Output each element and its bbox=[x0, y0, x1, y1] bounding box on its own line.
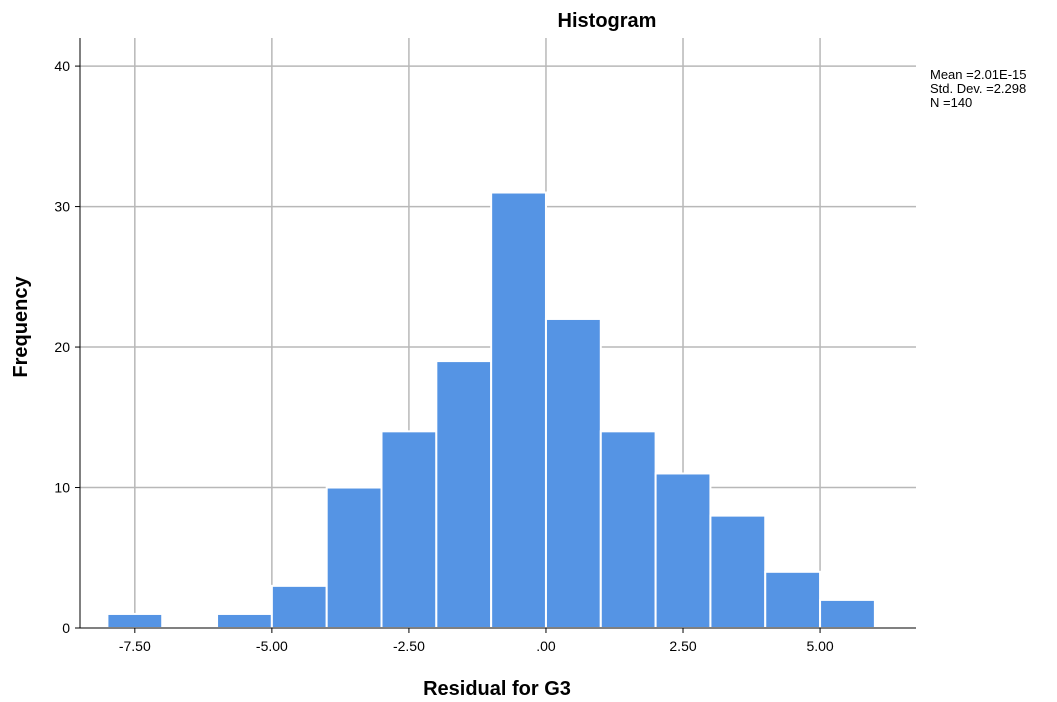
y-tick-label: 0 bbox=[62, 620, 70, 636]
axes-layer bbox=[79, 38, 916, 629]
histogram-bar bbox=[709, 514, 767, 629]
y-tick-label: 10 bbox=[54, 480, 70, 496]
histogram-bar bbox=[544, 317, 602, 629]
stats-box: Mean =2.01E-15 Std. Dev. =2.298 N =140 bbox=[930, 67, 1026, 110]
x-tick-label: -5.00 bbox=[256, 638, 288, 654]
y-tick-label: 40 bbox=[54, 58, 70, 74]
histogram-bar bbox=[819, 598, 876, 630]
histogram-bar bbox=[106, 612, 164, 630]
histogram-bar bbox=[654, 472, 712, 629]
stats-mean: Mean =2.01E-15 bbox=[930, 67, 1026, 82]
x-axis-label: Residual for G3 bbox=[423, 678, 571, 700]
y-axis-label: Frequency bbox=[10, 276, 32, 378]
histogram-bar bbox=[216, 612, 273, 630]
histogram-bar bbox=[325, 486, 383, 629]
bars-layer bbox=[106, 191, 876, 630]
histogram-bar bbox=[270, 584, 328, 629]
y-tick-label: 20 bbox=[54, 339, 70, 355]
stats-n: N =140 bbox=[930, 95, 972, 110]
x-tick-label: 5.00 bbox=[806, 638, 833, 654]
histogram-bar bbox=[435, 360, 493, 629]
histogram-bar bbox=[764, 570, 822, 629]
y-tick-label: 30 bbox=[54, 199, 70, 215]
stats-std-dev: Std. Dev. =2.298 bbox=[930, 81, 1026, 96]
chart-title: Histogram bbox=[558, 10, 657, 32]
histogram-bar bbox=[380, 430, 438, 630]
histogram-bar bbox=[599, 430, 657, 630]
x-tick-label: -2.50 bbox=[393, 638, 425, 654]
ticks-layer: -7.50 -5.00 -2.50 .00 2.50 5.00 0 10 20 30 40 bbox=[54, 58, 833, 654]
x-tick-label: 2.50 bbox=[669, 638, 696, 654]
x-tick-label: .00 bbox=[536, 638, 556, 654]
histogram-bar bbox=[490, 191, 547, 629]
x-tick-label: -7.50 bbox=[119, 638, 151, 654]
